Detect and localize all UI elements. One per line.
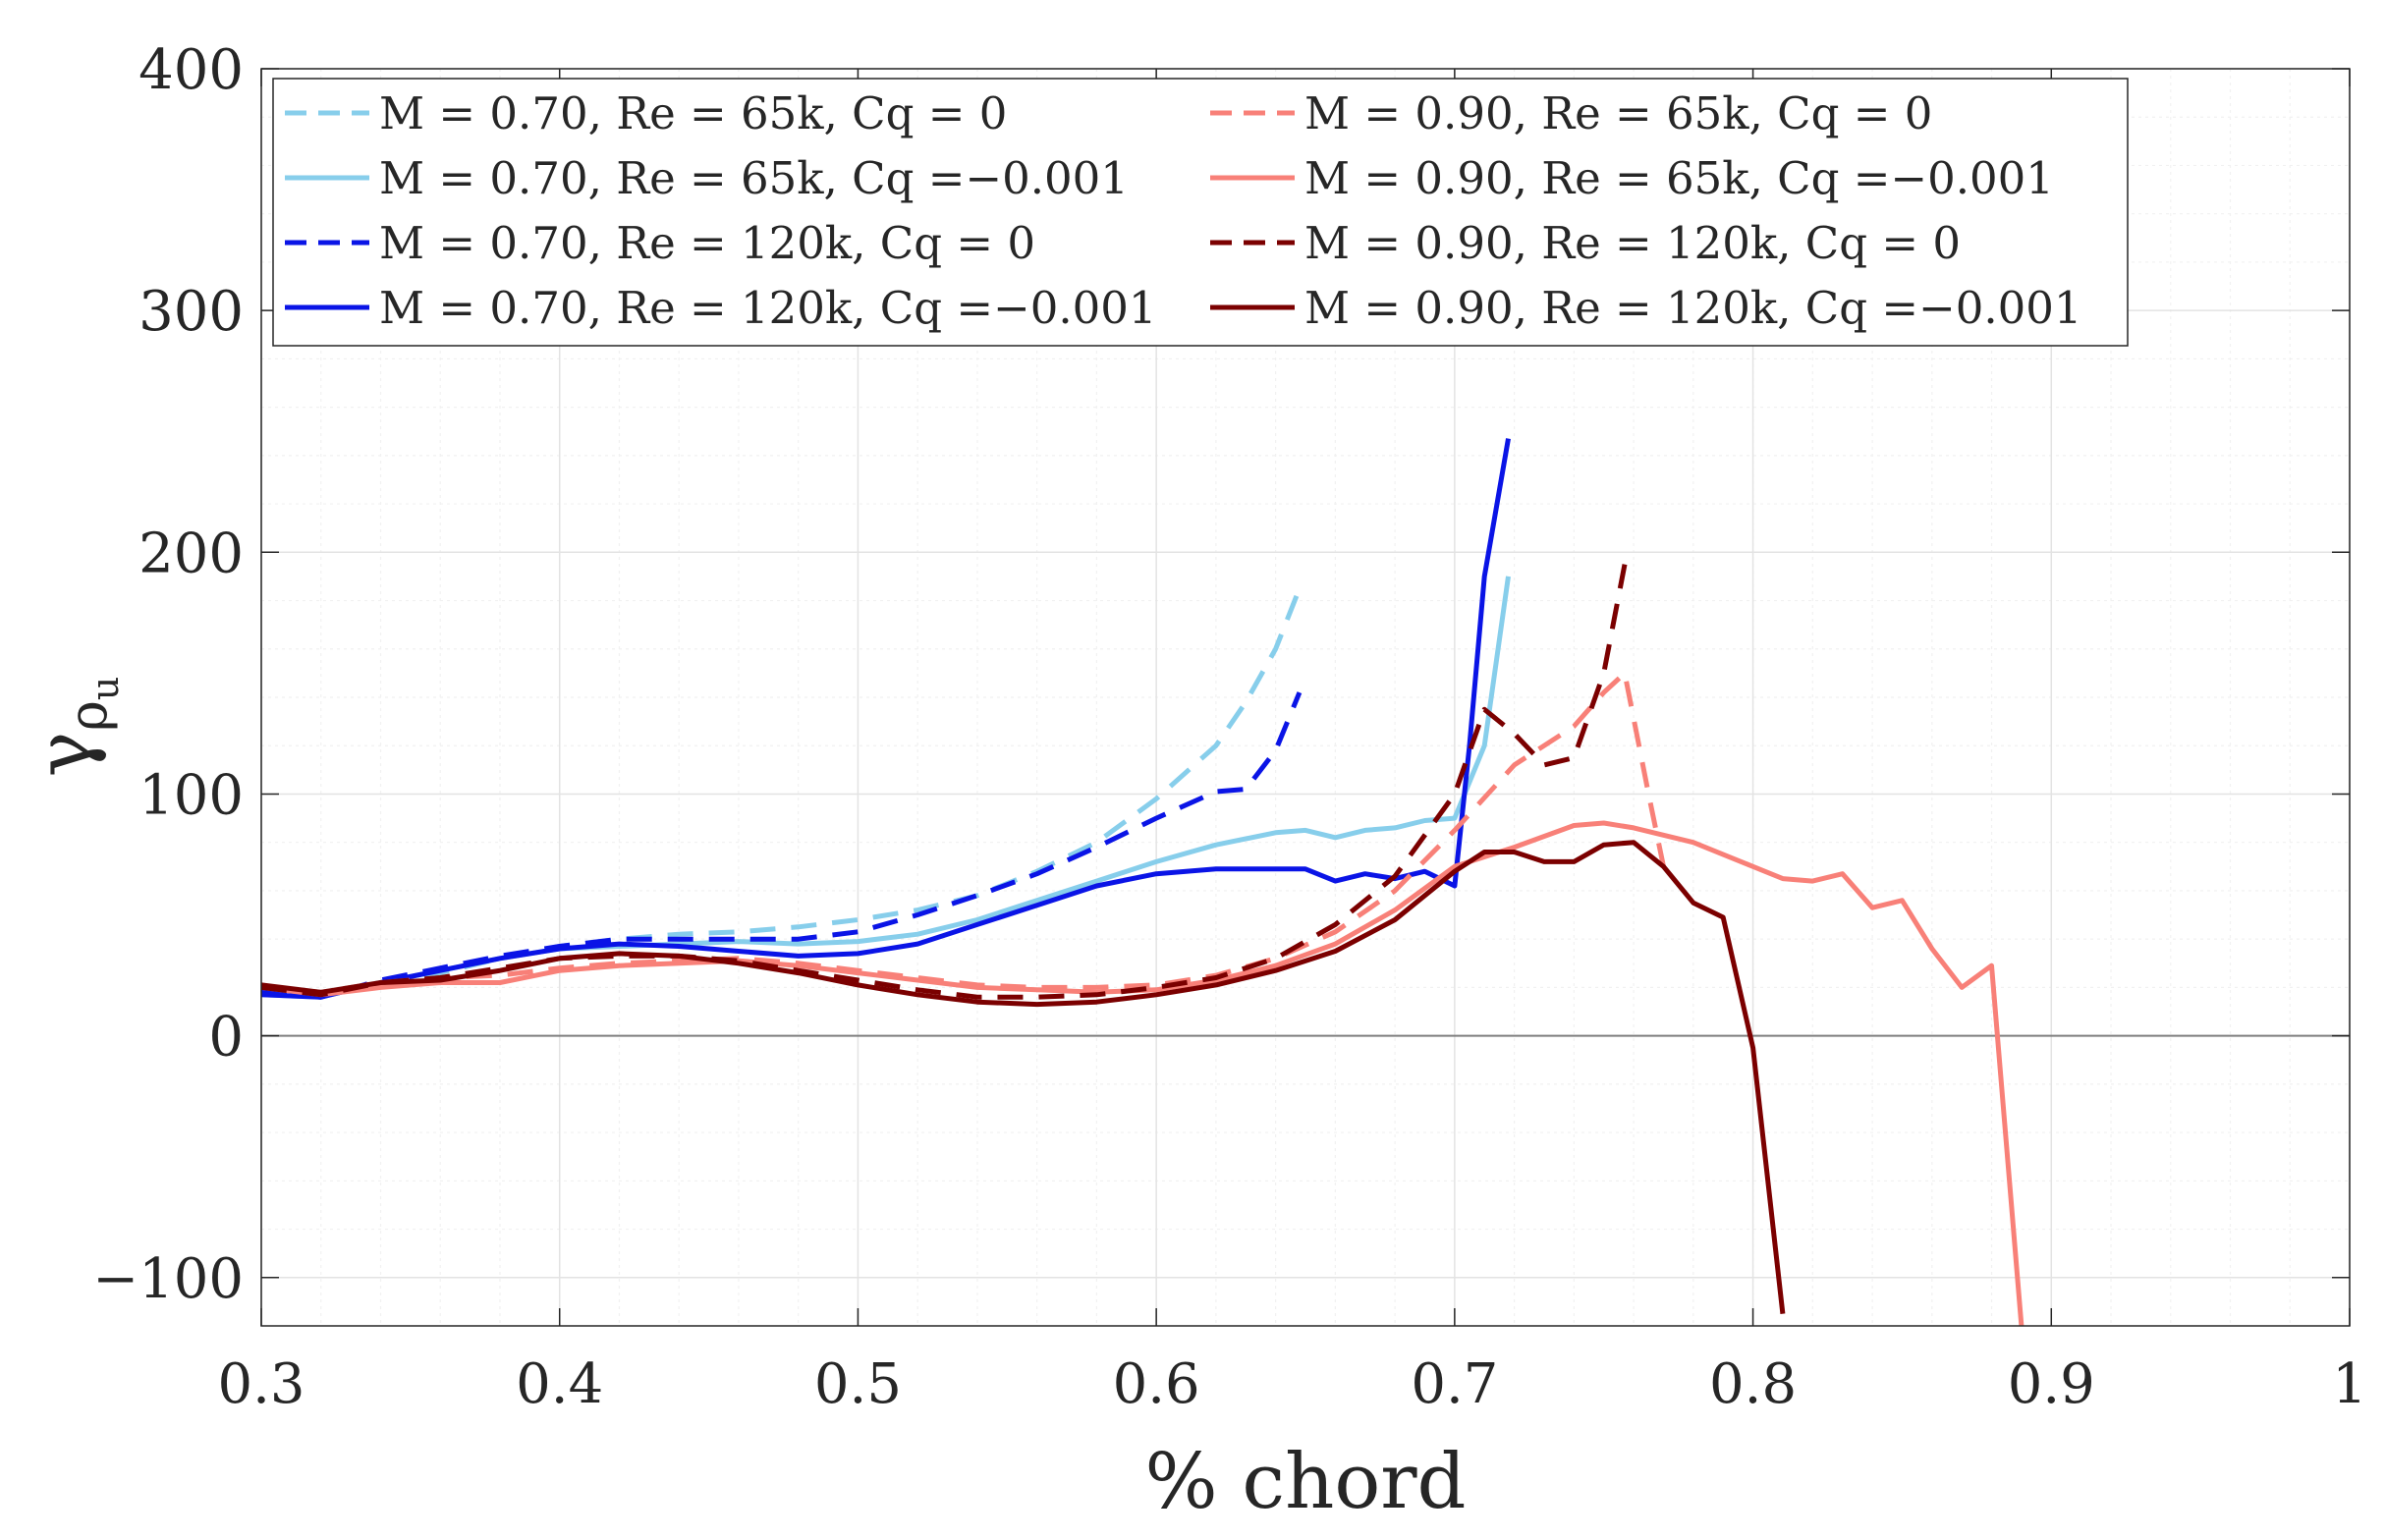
y-tick-label: −100	[92, 1247, 244, 1311]
legend-item-1: M = 0.70, Re = 65k, Cq = 0	[285, 87, 1007, 139]
y-tick-label: 400	[139, 38, 244, 102]
y-label-gamma: γ	[21, 732, 109, 778]
series-line-5	[261, 670, 1666, 995]
x-tick-labels: 0.3 0.4 0.5 0.6 0.7 0.8 0.9 1	[217, 1352, 2366, 1416]
series-line-1	[261, 587, 1303, 1000]
y-label-rho: ρ	[57, 700, 119, 732]
series-line-8	[261, 840, 1786, 1314]
x-tick-label: 0.3	[217, 1352, 305, 1416]
x-tick-label: 0.7	[1411, 1352, 1498, 1416]
legend-label: M = 0.70, Re = 120k, Cq =−0.001	[379, 282, 1157, 334]
legend-label: M = 0.90, Re = 65k, Cq = 0	[1304, 87, 1932, 139]
axis-ticks	[260, 68, 2351, 1326]
y-tick-labels: −100 0 100 200 300 400	[92, 38, 244, 1311]
series-layer	[261, 438, 2024, 1326]
legend-label: M = 0.90, Re = 120k, Cq = 0	[1304, 217, 1961, 269]
y-tick-label: 0	[208, 1006, 244, 1070]
legend-item-4: M = 0.70, Re = 120k, Cq =−0.001	[285, 282, 1157, 334]
y-tick-label: 100	[139, 763, 244, 827]
axes-box	[260, 68, 2351, 1327]
x-tick-label: 0.4	[516, 1352, 603, 1416]
x-tick-label: 0.8	[1709, 1352, 1797, 1416]
legend: M = 0.70, Re = 65k, Cq = 0 M = 0.70, Re =…	[272, 78, 2129, 347]
svg-text:γρu: γρu	[21, 677, 127, 778]
x-tick-label: 0.6	[1113, 1352, 1200, 1416]
legend-label: M = 0.90, Re = 120k, Cq =−0.001	[1304, 282, 2082, 334]
x-tick-label: 1	[2332, 1352, 2367, 1416]
legend-item-3: M = 0.70, Re = 120k, Cq = 0	[285, 217, 1035, 269]
legend-item-2: M = 0.70, Re = 65k, Cq =−0.001	[285, 152, 1129, 204]
series-line-6	[261, 820, 2024, 1326]
x-tick-label: 0.9	[2008, 1352, 2095, 1416]
legend-item-7: M = 0.90, Re = 120k, Cq = 0	[1210, 217, 1961, 269]
legend-item-5: M = 0.90, Re = 65k, Cq = 0	[1210, 87, 1932, 139]
legend-label: M = 0.70, Re = 120k, Cq = 0	[379, 217, 1035, 269]
series-line-4	[261, 438, 1511, 1000]
legend-label: M = 0.90, Re = 65k, Cq =−0.001	[1304, 152, 2054, 204]
legend-item-6: M = 0.90, Re = 65k, Cq =−0.001	[1210, 152, 2054, 204]
legend-item-8: M = 0.90, Re = 120k, Cq =−0.001	[1210, 282, 2082, 334]
y-label-u: u	[83, 677, 127, 700]
x-axis-label: % chord	[1144, 1438, 1466, 1526]
legend-label: M = 0.70, Re = 65k, Cq = 0	[379, 87, 1007, 139]
legend-box	[272, 78, 2129, 347]
y-tick-label: 200	[139, 522, 244, 585]
y-tick-label: 300	[139, 280, 244, 344]
legend-label: M = 0.70, Re = 65k, Cq =−0.001	[379, 152, 1129, 204]
x-tick-label: 0.5	[814, 1352, 902, 1416]
y-axis-label: γρu	[21, 677, 127, 778]
